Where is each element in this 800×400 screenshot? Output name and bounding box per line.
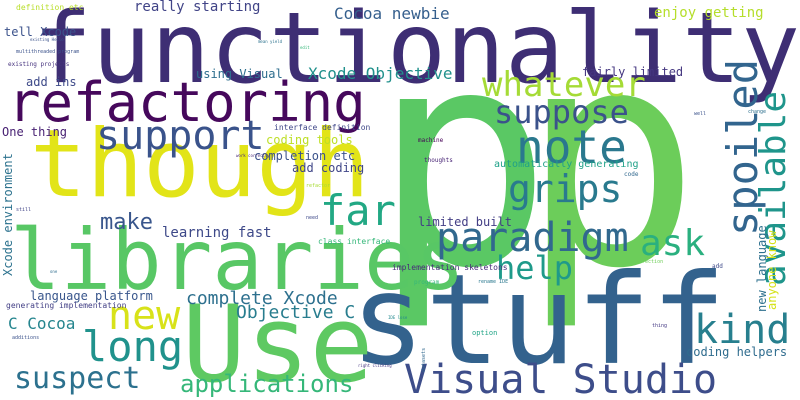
word-implementation-skeletons: implementation skeletons (392, 263, 508, 272)
word-option: option (472, 329, 498, 337)
word-stuff: stuff (350, 248, 727, 393)
word-limited-built: limited built (418, 215, 512, 229)
word-existing-projects: existing projects (8, 61, 70, 68)
word-direction: direction (636, 259, 664, 265)
word-functionality: functionality (32, 0, 800, 106)
word-using-visual: using Visual (196, 67, 283, 81)
word-refactoring: refactoring (8, 71, 366, 134)
word-add-ins: add ins (26, 75, 77, 89)
word-completion-etc: completion etc (254, 149, 356, 163)
word-class-interface: class interface (318, 237, 391, 246)
word-coding-helpers: coding helpers (686, 345, 788, 359)
word-enjoy-getting: enjoy getting (654, 5, 764, 21)
word-visual-studio: Visual Studio (404, 357, 718, 400)
word-whatever: whatever (482, 65, 646, 105)
word-cocoa-newbie: Cocoa newbie (334, 4, 450, 23)
word-generating-implementation: generating implementation (6, 301, 127, 310)
word-make: make (100, 210, 153, 235)
word-new: new (108, 293, 181, 339)
word-fairly-limited: fairly limited (582, 65, 684, 79)
word-thoughts: thoughts (424, 157, 453, 164)
word-interface-definition: interface definition (274, 123, 371, 132)
word-applications: applications (180, 370, 354, 398)
word-rename-ide: rename IDE (478, 279, 509, 285)
word-program: program (414, 279, 440, 286)
word-complete-xcode: complete Xcode (186, 288, 338, 309)
word-right-clicking: right clicking (358, 363, 392, 368)
word-learning-fast: learning fast (162, 225, 272, 241)
word-grips: grips (508, 167, 623, 211)
word-p-2: p (520, 0, 701, 334)
word-need: need (306, 215, 319, 221)
word-mean-yield: mean yield (258, 39, 283, 44)
word-one: one (50, 269, 58, 274)
word-support: support (96, 113, 265, 159)
word-change: change (748, 109, 767, 115)
word-automatically-generating: automatically generating (494, 159, 639, 170)
word-kind: kind (694, 307, 791, 353)
word-definition-etc: definition etc (16, 3, 84, 12)
word-multithreaded-program: multithreaded program (16, 49, 80, 55)
word-language-platform: language platform (30, 289, 153, 303)
word-p: p (372, 0, 553, 334)
word-c-cocoa: C Cocoa (8, 314, 76, 333)
word-xcode-objective: Xcode Objective (308, 64, 453, 83)
word-objective-c: Objective C (236, 302, 356, 323)
word-one-thing: One thing (2, 125, 68, 139)
word-thing: thing (652, 323, 668, 329)
word-machine: machine (418, 137, 444, 144)
word-far: far (320, 186, 396, 235)
word-edit: edit (300, 45, 310, 50)
word-help: help (496, 249, 574, 287)
word-existing-hello: existing Hello (30, 37, 64, 42)
word-well: well (694, 111, 707, 117)
word-note: note (516, 120, 627, 174)
word-really-starting: really starting (134, 0, 261, 15)
word-ide-lose: IDE lose (388, 315, 408, 320)
word-suspect: suspect (14, 361, 141, 396)
word-use: Use (182, 283, 374, 400)
word-add: add (712, 263, 723, 270)
word-refactor: refactor (306, 183, 331, 189)
word-paradigm: paradigm (436, 215, 629, 261)
word-long: long (82, 322, 184, 371)
word-still: still (16, 207, 32, 213)
word-libraries: libraries (10, 211, 466, 309)
word-tell-xcode: tell Xcode (4, 25, 77, 39)
word-though: though (30, 110, 370, 219)
word-coding-tools: coding tools (266, 133, 353, 147)
word-anyone-know: anyone know (765, 230, 779, 310)
word-suppose: suppose (494, 93, 629, 131)
word-ask: ask (640, 223, 706, 264)
word-xcode-environment: Xcode environment (1, 153, 15, 276)
word-datasets: datasets (421, 347, 427, 372)
word-work-correctly: work correctly (236, 153, 270, 158)
word-additions: additions (12, 335, 40, 341)
word-add-coding: add coding (292, 161, 365, 175)
word-code: code (624, 171, 639, 178)
